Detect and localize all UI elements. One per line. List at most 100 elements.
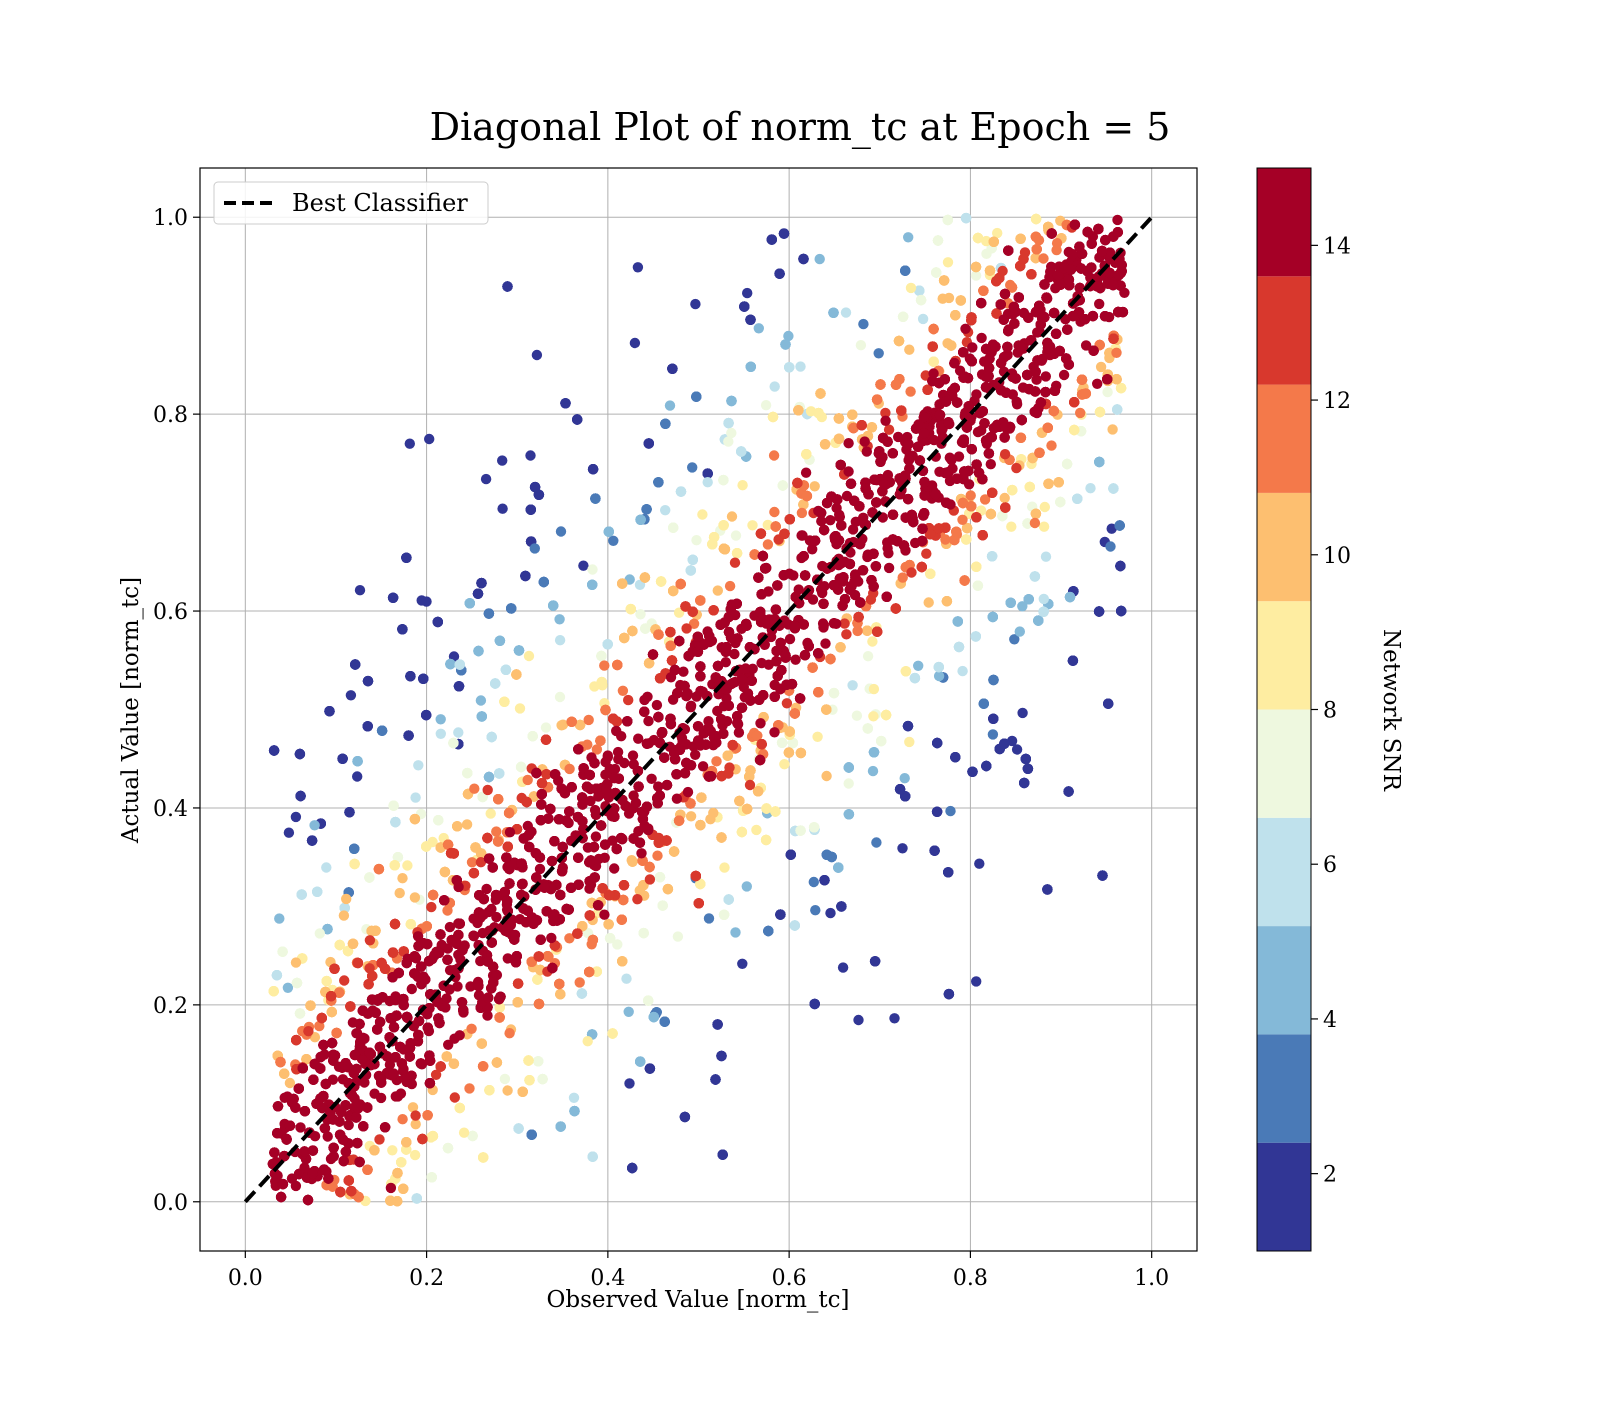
scatter-point (881, 710, 891, 720)
scatter-point (376, 958, 386, 968)
scatter-point (779, 228, 789, 238)
scatter-point (477, 1038, 487, 1048)
scatter-point (906, 567, 916, 577)
scatter-point (688, 555, 698, 565)
scatter-point (588, 1152, 598, 1162)
scatter-point (978, 530, 988, 540)
scatter-point (477, 711, 487, 721)
scatter-point (1006, 598, 1016, 608)
scatter-point (790, 708, 800, 718)
scatter-point (486, 808, 496, 818)
scatter-point (872, 394, 882, 404)
scatter-point (825, 515, 835, 525)
scatter-point (719, 862, 729, 872)
scatter-point (696, 792, 706, 802)
scatter-point (346, 1186, 356, 1196)
scatter-point (513, 997, 523, 1007)
scatter-point (900, 266, 910, 276)
scatter-point (600, 705, 610, 715)
scatter-point (1038, 607, 1048, 617)
scatter-point (943, 867, 953, 877)
scatter-point (369, 1145, 379, 1155)
scatter-point (385, 1196, 395, 1206)
scatter-point (426, 902, 436, 912)
scatter-point (1081, 388, 1091, 398)
scatter-point (833, 862, 843, 872)
scatter-point (779, 759, 789, 769)
scatter-point (1112, 404, 1122, 414)
scatter-point (609, 863, 619, 873)
scatter-point (305, 1000, 315, 1010)
scatter-point (1112, 215, 1122, 225)
scatter-point (526, 505, 536, 515)
scatter-point (466, 1024, 476, 1034)
scatter-point (331, 1028, 341, 1038)
scatter-point (621, 974, 631, 984)
scatter-point (1017, 601, 1027, 611)
scatter-point (726, 396, 736, 406)
scatter-point (943, 257, 953, 267)
scatter-point (1043, 479, 1053, 489)
scatter-point (366, 926, 376, 936)
scatter-point (1015, 234, 1025, 244)
scatter-point (973, 581, 983, 591)
scatter-point (374, 864, 384, 874)
scatter-point (337, 754, 347, 764)
scatter-point (412, 1193, 422, 1203)
scatter-point (452, 821, 462, 831)
scatter-point (467, 857, 477, 867)
scatter-point (932, 738, 942, 748)
scatter-point (720, 544, 730, 554)
scatter-point (997, 266, 1007, 276)
scatter-point (402, 860, 412, 870)
scatter-point (506, 603, 516, 613)
scatter-point (934, 671, 944, 681)
scatter-point (465, 598, 475, 608)
scatter-point (436, 714, 446, 724)
scatter-point (863, 651, 873, 661)
scatter-point (524, 651, 534, 661)
scatter-point (866, 594, 876, 604)
scatter-point (674, 816, 684, 826)
scatter-point (852, 711, 862, 721)
scatter-point (575, 977, 585, 987)
scatter-point (971, 631, 981, 641)
scatter-point (802, 491, 812, 501)
scatter-point (757, 739, 767, 749)
scatter-point (395, 888, 405, 898)
scatter-point (1094, 457, 1104, 467)
scatter-point (341, 894, 351, 904)
scatter-point (327, 1007, 337, 1017)
scatter-point (582, 740, 592, 750)
scatter-point (410, 792, 420, 802)
scatter-point (274, 913, 284, 923)
scatter-point (459, 1128, 469, 1138)
scatter-point (504, 808, 514, 818)
scatter-point (464, 1083, 474, 1093)
scatter-point (1096, 362, 1106, 372)
scatter-point (291, 957, 301, 967)
scatter-point (448, 738, 458, 748)
scatter-point (1012, 399, 1022, 409)
scatter-point (746, 362, 756, 372)
scatter-point (756, 528, 766, 538)
scatter-point (769, 450, 779, 460)
scatter-point (572, 928, 582, 938)
scatter-point (1069, 397, 1079, 407)
scatter-point (793, 405, 803, 415)
scatter-point (734, 796, 744, 806)
scatter-point (599, 910, 609, 920)
scatter-point (681, 623, 691, 633)
scatter-point (569, 1093, 579, 1103)
scatter-point (825, 908, 835, 918)
scatter-point (275, 1057, 285, 1067)
scatter-point (695, 595, 705, 605)
scatter-point (607, 1028, 617, 1038)
scatter-point (524, 1075, 534, 1085)
scatter-point (971, 562, 981, 572)
scatter-point (929, 846, 939, 856)
scatter-point (401, 553, 411, 563)
scatter-point (653, 629, 663, 639)
scatter-point (473, 589, 483, 599)
scatter-point (797, 508, 807, 518)
